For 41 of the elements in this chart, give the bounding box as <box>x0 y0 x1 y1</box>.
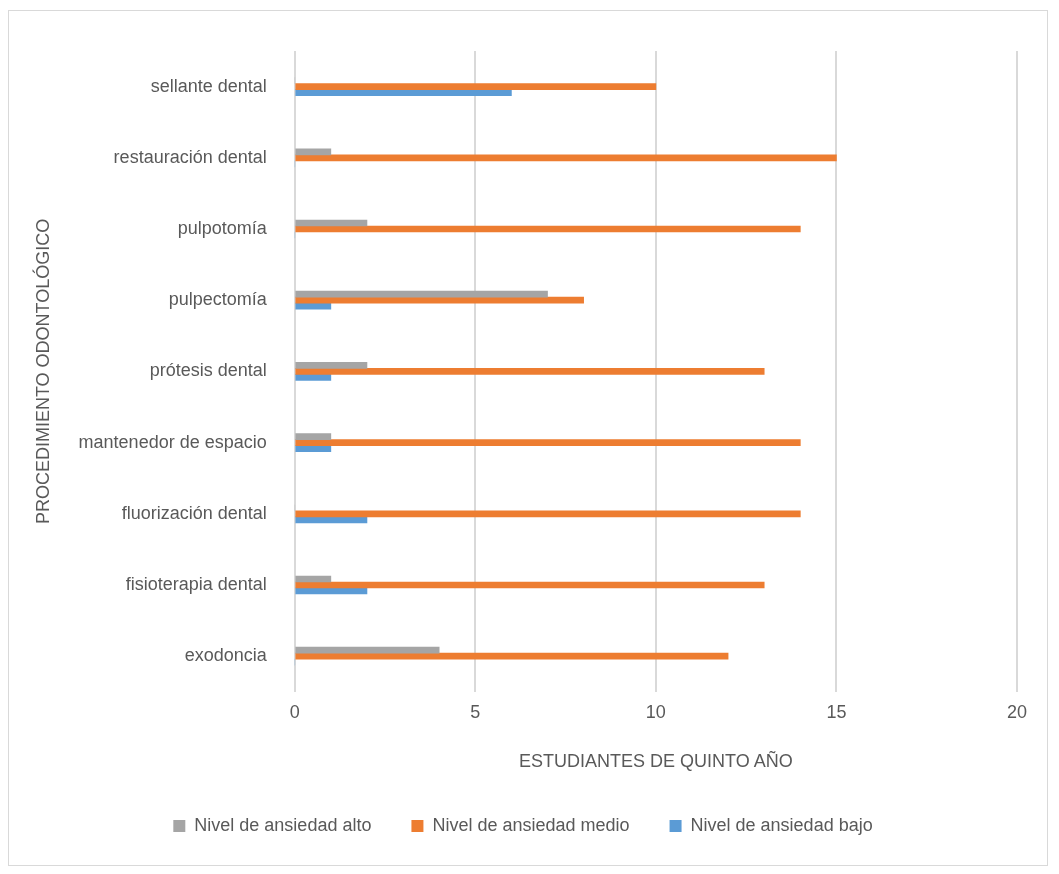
bar <box>295 581 765 589</box>
x-tick-label: 15 <box>826 701 847 722</box>
x-tick-label: 5 <box>470 701 481 722</box>
y-tick-label: exodoncia <box>184 645 268 666</box>
bar <box>295 439 801 446</box>
x-axis-title: ESTUDIANTES DE QUINTO AÑO <box>519 750 793 772</box>
bar <box>295 587 368 595</box>
y-tick-label: fisioterapia dental <box>125 573 267 594</box>
bar <box>295 148 332 156</box>
bar <box>295 575 332 583</box>
bar <box>295 219 368 227</box>
bar <box>295 225 801 233</box>
bar <box>295 374 332 381</box>
bar <box>295 516 368 524</box>
bar <box>295 368 765 375</box>
x-tick-label: 0 <box>289 701 300 722</box>
y-tick-label: restauración dental <box>113 146 267 167</box>
legend-label: Nivel de ansiedad bajo <box>690 814 873 835</box>
bar <box>295 362 368 369</box>
bar <box>295 652 729 660</box>
y-tick-label: sellante dental <box>150 75 267 96</box>
bar <box>295 154 837 162</box>
bar <box>295 445 332 452</box>
y-tick-label: pulpotomía <box>177 217 268 238</box>
x-tick-label: 10 <box>645 701 666 722</box>
bar <box>295 296 584 304</box>
bar <box>295 510 801 518</box>
legend-label: Nivel de ansiedad alto <box>194 814 372 835</box>
bar <box>295 646 440 654</box>
bar <box>295 83 657 90</box>
bar <box>295 89 512 96</box>
bar <box>295 290 548 298</box>
y-tick-label: mantenedor de espacio <box>78 431 267 452</box>
bar <box>295 302 332 310</box>
legend-label: Nivel de ansiedad medio <box>432 814 630 835</box>
y-tick-label: fluorización dental <box>121 502 267 523</box>
bar <box>295 433 332 440</box>
x-tick-label: 20 <box>1006 701 1028 722</box>
y-axis-title: PROCEDIMIENTO ODONTOLÓGICO <box>31 218 53 525</box>
y-tick-label: pulpectomía <box>168 289 268 310</box>
y-tick-label: prótesis dental <box>149 360 267 381</box>
